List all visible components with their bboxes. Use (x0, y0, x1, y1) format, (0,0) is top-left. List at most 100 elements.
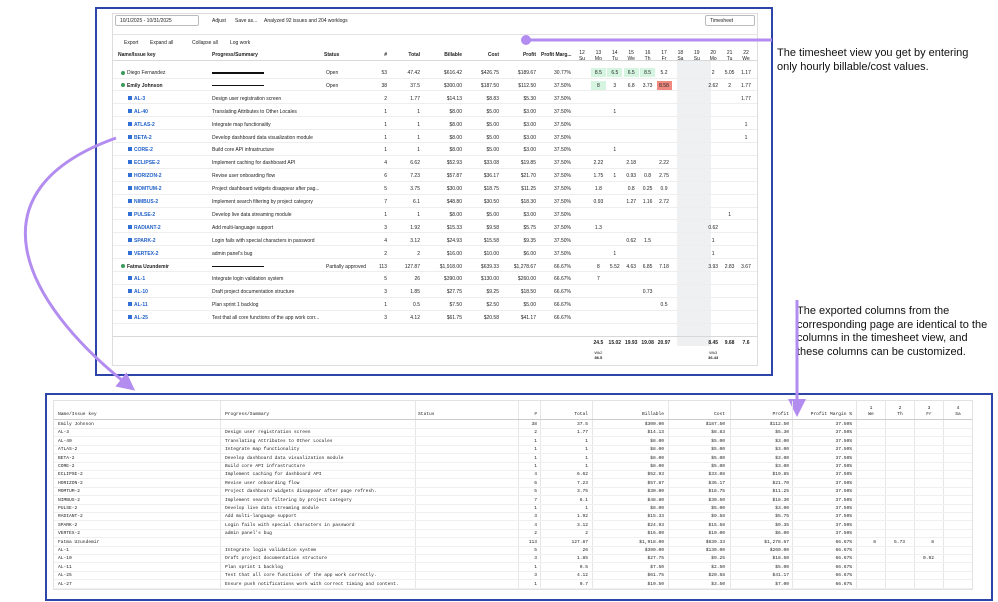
export-cell: 6 (534, 480, 537, 486)
export-cell: 1.85 (576, 556, 588, 562)
view-select[interactable] (705, 15, 755, 26)
cell-billable: $7.50 (449, 302, 462, 309)
day-header: We (627, 56, 635, 62)
issue-key[interactable]: AL-40 (134, 108, 148, 115)
footer-total: 24.5 (593, 340, 604, 346)
week-label: Wk2 (594, 350, 603, 355)
issue-key[interactable]: VERTEX-2 (134, 250, 159, 257)
export-cell: 1 (534, 506, 537, 511)
cell-total: 3.12 (410, 237, 420, 244)
day-value: 8.5 (644, 70, 652, 76)
export-cell: 1 (585, 447, 588, 453)
progress-bar (212, 84, 264, 87)
cell-billable: $15.33 (446, 224, 462, 231)
export-cell: $33.08 (708, 472, 725, 478)
day-value: 1.27 (626, 199, 637, 205)
issue-key[interactable]: MOMTUM-2 (134, 186, 162, 193)
column-divider (856, 401, 857, 589)
export-header: # (534, 412, 537, 417)
export-cell: Integrate login validation system (225, 548, 316, 553)
cell-cost: $5.00 (486, 147, 499, 154)
day-value: 8.58 (659, 82, 669, 89)
export-cell: AL-3 (58, 430, 70, 436)
export-cell: $57.87 (647, 480, 664, 486)
issue-key[interactable]: ATLAS-2 (134, 121, 155, 128)
cell-count: 1 (384, 147, 387, 154)
issue-key[interactable]: ECLIPSE-2 (134, 160, 160, 167)
issue-key[interactable]: HORIZON-2 (134, 173, 162, 180)
cell-margin: 37.50% (554, 250, 571, 257)
export-cell: 37.50% (835, 422, 852, 427)
issue-key[interactable]: BETA-2 (134, 134, 152, 141)
export-cell: NIMBUS-2 (58, 497, 81, 503)
day-header: Mo (709, 56, 717, 62)
column-header: Progress/Summary (212, 52, 258, 58)
row-divider (54, 570, 972, 572)
issue-key[interactable]: NIMBUS-2 (134, 199, 159, 205)
row-divider (54, 528, 972, 530)
cell-profit: $5.00 (523, 302, 536, 309)
export-cell: $21.70 (772, 480, 789, 486)
export-cell: $3.00 (775, 447, 789, 453)
cell-margin: 66.67% (554, 276, 571, 283)
day-header: 18 (677, 50, 684, 56)
issue-key[interactable]: CORE-2 (134, 147, 153, 154)
day-value: 0.25 (642, 186, 653, 193)
issue-key[interactable]: AL-25 (134, 315, 148, 322)
day-highlight (623, 68, 639, 77)
issue-icon (128, 250, 132, 255)
export-cell: VERTEX-2 (58, 531, 81, 537)
cell-billable: $30.00 (446, 186, 462, 193)
export-cell: CORE-2 (58, 464, 75, 469)
export-header: Progress/Summary (225, 412, 270, 417)
column-header: # (384, 52, 387, 58)
cell-count: 5 (384, 276, 387, 283)
row-divider (54, 436, 972, 437)
cell-billable: $1,918.00 (439, 263, 462, 270)
export-cell: $20.58 (708, 573, 725, 579)
cell-margin: 37.50% (554, 95, 571, 102)
action-button[interactable]: Expand all (150, 40, 174, 46)
issue-key[interactable]: PULSE-2 (134, 211, 156, 218)
day-value: 1 (744, 121, 748, 128)
action-button[interactable]: Collapse all (192, 40, 218, 46)
issue-key[interactable]: AL-1 (134, 276, 146, 283)
export-cell: 1 (534, 564, 537, 570)
column-divider (668, 401, 669, 589)
date-range[interactable]: 10/1/2025 - 10/31/2025 (120, 18, 172, 24)
day-value: 6.8 (627, 82, 635, 89)
adjust-button[interactable]: Adjust (212, 18, 226, 24)
view-name[interactable]: Timesheet (710, 18, 734, 24)
export-cell: $18.50 (772, 556, 789, 562)
cell-total: 6.1 (413, 199, 420, 205)
export-cell: $61.75 (647, 573, 664, 579)
export-cell: $300.00 (644, 422, 664, 427)
issue-key[interactable]: AL-11 (134, 302, 148, 309)
issue-key[interactable]: RADIANT-2 (134, 224, 161, 231)
export-cell: $30.00 (647, 489, 664, 495)
row-divider (54, 503, 972, 505)
export-cell: 37.50% (835, 497, 852, 503)
issue-key[interactable]: SPARK-2 (134, 237, 156, 244)
column-header: Profit Marg... (541, 52, 572, 58)
cell-profit: $3.00 (523, 211, 536, 218)
cell-billable: $390.00 (443, 276, 462, 283)
date-picker[interactable] (115, 15, 199, 26)
day-header: Tu (611, 56, 618, 62)
export-cell: Design user registration screen (225, 430, 311, 436)
action-button[interactable]: Export (124, 40, 139, 46)
export-cell: 1 (534, 581, 537, 587)
row-divider (54, 461, 972, 463)
cell-margin: 37.50% (554, 160, 571, 167)
day-value: 1.3 (594, 224, 602, 231)
column-divider (885, 401, 886, 589)
save-button[interactable]: Save as... (235, 18, 258, 24)
day-value: 1.16 (642, 199, 653, 205)
issue-key[interactable]: AL-10 (134, 289, 148, 296)
summary: Integrate login validation system (212, 276, 284, 283)
action-button[interactable]: Log work (230, 40, 251, 46)
day-highlight (640, 68, 656, 77)
export-cell: 1 (534, 447, 537, 453)
export-cell: $3.50 (711, 581, 725, 587)
issue-key[interactable]: AL-3 (134, 95, 146, 102)
